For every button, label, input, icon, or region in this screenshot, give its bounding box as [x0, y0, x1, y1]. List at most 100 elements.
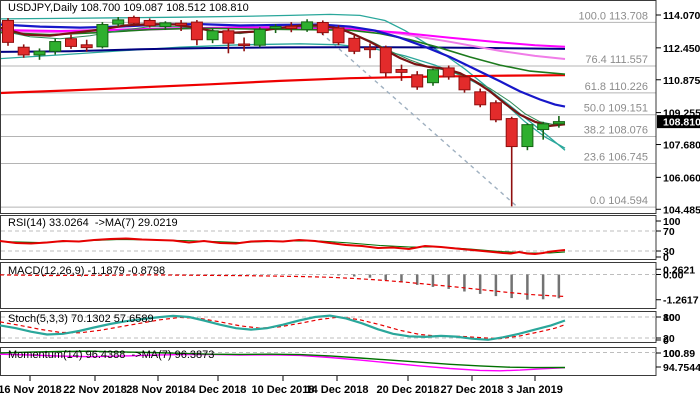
ma-navy	[0, 46, 566, 53]
macd-axis-label: 0.2621	[663, 264, 695, 276]
candle-body	[2, 19, 14, 43]
time-axis: 16 Nov 2018 22 Nov 2018 28 Nov 2018 4 Dec 2…	[0, 376, 563, 396]
candle-body	[80, 44, 93, 49]
candlesticks	[2, 15, 565, 207]
candle-body	[127, 16, 140, 24]
mom-ma-line	[0, 353, 566, 372]
candle-body	[253, 28, 266, 46]
stoch-axis-label: 80	[663, 312, 675, 324]
main-price-panel: 100.0 113.708 76.4 111.557 61.8 110.226 50.…	[0, 0, 657, 214]
macd-axis-label: 0.00	[663, 270, 684, 282]
rsi-main-line	[0, 237, 566, 256]
candle-body	[395, 69, 408, 73]
candle-body	[206, 30, 219, 41]
stoch-axis-label: 0	[663, 335, 669, 347]
rsi-axis-label: 70	[663, 226, 675, 238]
momentum-axis-label: 100.89	[663, 348, 695, 360]
candle-body	[17, 46, 30, 56]
rsi-indicator-label: RSI(14) 33.0264 ->MA(7) 29.0219	[8, 217, 178, 229]
macd-indicator-label: MACD(12,26,9) -1.1879 -0.8798	[8, 265, 166, 277]
time-axis-label: 27 Dec 2018	[441, 384, 504, 396]
momentum-axis-label: 100	[663, 348, 681, 360]
candle-body	[332, 27, 345, 44]
candle-body	[552, 121, 565, 125]
price-axis-label: 104.485	[663, 204, 700, 216]
downtrend-line	[314, 27, 518, 208]
time-axis-label: 4 Dec 2018	[190, 384, 247, 396]
mom-main-line	[0, 350, 566, 369]
candle-body	[505, 118, 518, 148]
current-price-tag: 108.810	[657, 115, 700, 129]
price-axis-label: 114.070	[663, 10, 700, 22]
stoch-indicator-label: Stoch(5,3,3) 70.1302 57.6589	[8, 313, 154, 325]
price-axis-label: 110.875	[663, 75, 700, 87]
candle-body	[458, 76, 471, 91]
candle-body	[159, 22, 172, 28]
candle-body	[316, 21, 329, 34]
rsi-axis-label: 100	[663, 216, 681, 228]
time-axis-label: 10 Dec 2018	[252, 384, 315, 396]
momentum-border	[0, 347, 657, 376]
fib-label: 100.0 113.708	[578, 10, 648, 22]
price-axis-label: 112.450	[663, 43, 700, 55]
price-axis-label: 106.060	[663, 172, 700, 184]
rsi-border	[0, 215, 657, 260]
main-panel-border	[0, 0, 657, 214]
macd-axis-label: -1.2617	[663, 295, 699, 307]
candle-body	[143, 19, 156, 27]
macd-histogram	[337, 274, 561, 300]
candle-body	[175, 22, 188, 26]
time-axis-label: 16 Nov 2018	[0, 384, 62, 396]
candle-body	[112, 19, 125, 25]
candle-body	[521, 124, 534, 148]
candle-body	[49, 41, 62, 52]
price-tag-value: 108.810	[663, 117, 700, 129]
time-axis-label: 28 Nov 2018	[126, 384, 190, 396]
candle-body	[427, 69, 439, 84]
fib-label: 50.0 109.151	[584, 103, 648, 115]
candle-body	[65, 38, 77, 47]
rsi-axis-label: 30	[663, 246, 675, 258]
chart-title-ohlc: USDJPY,Daily 108.700 109.087 108.512 108…	[8, 2, 249, 14]
time-axis-label: 22 Nov 2018	[63, 384, 127, 396]
candle-body	[379, 47, 392, 74]
fib-label: 76.4 111.557	[585, 54, 648, 66]
candle-body	[238, 43, 251, 46]
macd-border	[0, 262, 657, 309]
time-axis-label: 14 Dec 2018	[306, 384, 369, 396]
fib-label: 23.6 106.745	[584, 151, 648, 163]
candle-body	[489, 102, 502, 121]
candle-body	[33, 50, 46, 56]
candle-body	[537, 123, 550, 131]
fib-label: 0.0 104.594	[590, 195, 648, 207]
fib-label: 38.2 108.076	[584, 124, 648, 136]
time-axis-label: 20 Dec 2018	[377, 384, 440, 396]
macd-signal-line	[0, 274, 566, 298]
candle-body	[364, 47, 376, 51]
time-axis-label: 3 Jan 2019	[507, 384, 563, 396]
fib-label: 61.8 110.226	[585, 81, 648, 93]
candle-body	[269, 26, 282, 30]
candle-body	[222, 30, 235, 44]
momentum-indicator-label: Momentum(14) 96.4388 ->MA(7) 96.3873	[8, 349, 215, 361]
candle-body	[411, 74, 424, 88]
rsi-axis-label: 0	[663, 252, 669, 264]
candle-body	[285, 25, 298, 30]
candle-body	[190, 21, 203, 41]
stoch-axis-label: 20	[663, 333, 675, 345]
stoch-border	[0, 311, 657, 343]
fibonacci-levels: 100.0 113.708 76.4 111.557 61.8 110.226 50.…	[1, 10, 656, 208]
momentum-axis-label: 94.7544	[663, 362, 700, 374]
candle-body	[474, 91, 487, 106]
stoch-axis-label: 100	[663, 312, 681, 324]
stoch-k-line	[0, 314, 566, 341]
candle-body	[442, 67, 455, 78]
candle-body	[96, 24, 109, 48]
candle-body	[348, 37, 361, 52]
